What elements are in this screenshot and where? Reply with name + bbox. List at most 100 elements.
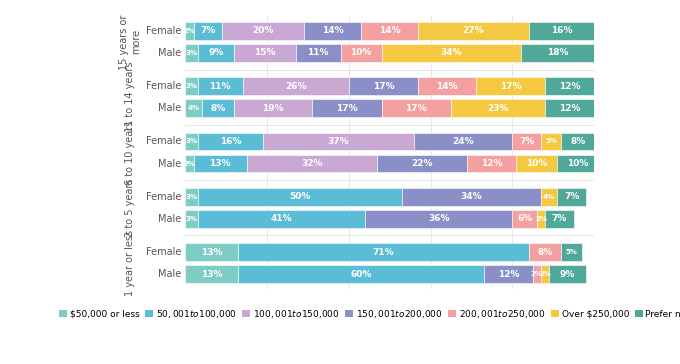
Bar [198, 132, 263, 150]
Text: 37%: 37% [328, 137, 350, 146]
Bar [186, 77, 198, 95]
Text: 4%: 4% [543, 194, 556, 200]
Bar [186, 188, 198, 206]
Bar [361, 22, 418, 40]
Text: 7%: 7% [551, 214, 567, 223]
Text: 10%: 10% [350, 48, 372, 58]
Text: 9%: 9% [208, 48, 224, 58]
Text: 7%: 7% [564, 192, 579, 201]
Bar [381, 44, 521, 62]
Text: Female: Female [146, 26, 182, 36]
Text: 12%: 12% [559, 82, 580, 91]
Bar [475, 77, 545, 95]
Text: 7%: 7% [200, 26, 216, 35]
Bar [467, 155, 517, 173]
Bar [545, 99, 594, 117]
Bar [562, 243, 582, 261]
Text: 17%: 17% [373, 82, 394, 91]
Text: 11%: 11% [307, 48, 329, 58]
Bar [402, 188, 541, 206]
Bar [541, 188, 558, 206]
Text: 4%: 4% [188, 105, 200, 111]
Text: 34%: 34% [440, 48, 462, 58]
Bar [513, 210, 537, 228]
Bar [521, 44, 594, 62]
Text: 2%: 2% [531, 271, 543, 277]
Text: 22%: 22% [411, 159, 433, 168]
Text: 12%: 12% [498, 270, 519, 279]
Text: 19%: 19% [262, 104, 284, 113]
Text: 9%: 9% [560, 270, 575, 279]
Text: 8%: 8% [210, 104, 226, 113]
Text: 1 year or less: 1 year or less [125, 230, 135, 296]
Bar [186, 243, 239, 261]
Bar [541, 265, 549, 283]
Text: 2 to 5 years: 2 to 5 years [125, 179, 135, 237]
Bar [186, 265, 239, 283]
Text: 2%: 2% [184, 161, 195, 167]
Text: 17%: 17% [336, 104, 358, 113]
Text: 17%: 17% [405, 104, 427, 113]
Text: 18%: 18% [547, 48, 568, 58]
Text: 13%: 13% [201, 270, 222, 279]
Bar [235, 44, 296, 62]
Bar [202, 99, 235, 117]
Bar [304, 22, 361, 40]
Text: 5%: 5% [545, 138, 557, 145]
Bar [562, 132, 594, 150]
Bar [533, 265, 541, 283]
Bar [198, 188, 402, 206]
Text: 17%: 17% [500, 82, 521, 91]
Bar [263, 132, 414, 150]
Text: 23%: 23% [488, 104, 509, 113]
Bar [296, 44, 341, 62]
Bar [239, 243, 529, 261]
Text: 3%: 3% [186, 194, 197, 200]
Bar [418, 77, 475, 95]
Bar [558, 155, 598, 173]
Text: 2%: 2% [539, 271, 551, 277]
Text: 5%: 5% [566, 249, 577, 255]
Text: 16%: 16% [551, 26, 572, 35]
Text: Male: Male [158, 269, 182, 279]
Bar [239, 265, 483, 283]
Text: Male: Male [158, 214, 182, 224]
Text: 27%: 27% [463, 26, 484, 35]
Bar [186, 210, 198, 228]
Bar [537, 210, 545, 228]
Bar [235, 99, 312, 117]
Bar [418, 22, 529, 40]
Text: Female: Female [146, 192, 182, 202]
Text: 8%: 8% [570, 137, 585, 146]
Text: Female: Female [146, 247, 182, 257]
Bar [194, 155, 247, 173]
Text: 12%: 12% [559, 104, 580, 113]
Text: 3%: 3% [186, 50, 197, 56]
Bar [186, 44, 198, 62]
Bar [198, 210, 365, 228]
Legend: $50,000 or less, $50,001 to $100,000, $100,001 to $150,000, $150,001 to $200,000: $50,000 or less, $50,001 to $100,000, $1… [55, 304, 680, 323]
Text: Male: Male [158, 48, 182, 58]
Bar [243, 77, 349, 95]
Text: 8%: 8% [537, 248, 553, 257]
Bar [341, 44, 381, 62]
Bar [451, 99, 545, 117]
Text: 41%: 41% [271, 214, 292, 223]
Bar [414, 132, 513, 150]
Bar [529, 22, 594, 40]
Text: 10%: 10% [526, 159, 547, 168]
Bar [198, 44, 235, 62]
Text: 36%: 36% [428, 214, 449, 223]
Text: Male: Male [158, 103, 182, 113]
Text: 34%: 34% [460, 192, 482, 201]
Text: 14%: 14% [322, 26, 343, 35]
Text: Female: Female [146, 136, 182, 146]
Text: 6%: 6% [517, 214, 532, 223]
Text: 2%: 2% [184, 28, 195, 34]
Text: 10%: 10% [567, 159, 588, 168]
Bar [365, 210, 513, 228]
Bar [513, 132, 541, 150]
Text: 3%: 3% [186, 83, 197, 89]
Bar [186, 22, 194, 40]
Text: 7%: 7% [519, 137, 534, 146]
